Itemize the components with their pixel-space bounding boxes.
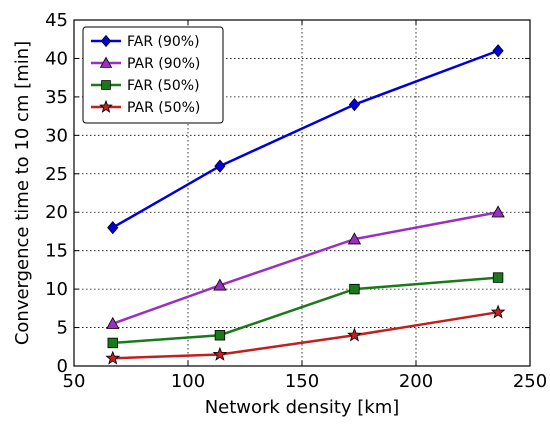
y-tick-label: 20	[45, 202, 68, 223]
data-point	[491, 205, 505, 218]
legend-item: FAR (50%)	[91, 78, 200, 94]
y-tick-label: 25	[45, 164, 68, 185]
series-1	[106, 205, 505, 329]
legend-marker	[99, 99, 113, 113]
y-tick-label: 35	[45, 87, 68, 108]
data-point	[107, 337, 118, 349]
legend-item: PAR (50%)	[91, 99, 200, 116]
series-line	[112, 210, 499, 325]
legend-label: PAR (90%)	[127, 56, 200, 72]
x-tick-label: 50	[63, 371, 86, 392]
series-line	[112, 276, 499, 345]
data-point	[214, 159, 226, 173]
data-point	[492, 272, 504, 283]
legend-label: FAR (50%)	[127, 78, 200, 94]
legend-marker	[101, 80, 111, 90]
series-layer	[105, 44, 506, 365]
y-tick-label: 0	[57, 356, 68, 377]
data-point	[347, 327, 362, 342]
data-point	[213, 278, 227, 291]
legend-item: PAR (90%)	[91, 56, 200, 72]
x-tick-label: 250	[513, 371, 547, 392]
legend-label: FAR (90%)	[127, 34, 200, 50]
data-point	[214, 330, 226, 341]
series-line	[112, 310, 499, 360]
data-point	[107, 220, 119, 235]
data-point	[106, 316, 120, 329]
data-point	[212, 346, 228, 361]
data-point	[490, 304, 506, 319]
x-tick-label: 100	[171, 371, 205, 392]
legend-label: PAR (50%)	[127, 100, 200, 116]
series-3	[105, 304, 506, 365]
y-axis-title: Convergence time to 10 cm [min]	[12, 41, 33, 345]
data-point	[492, 44, 504, 58]
data-point	[347, 232, 362, 245]
y-tick-label: 5	[57, 318, 68, 339]
y-tick-label: 30	[45, 125, 68, 146]
series-line	[112, 49, 499, 229]
x-tick-label: 150	[285, 371, 319, 392]
series-0	[107, 44, 504, 235]
axis-ticks: 50 100 150 200 250 0 5 10 15 20 25 30 35 40 45	[45, 10, 547, 392]
series-2	[107, 272, 504, 349]
legend: FAR (90%) PAR (90%) FAR (50%) PAR (50%)	[82, 26, 224, 124]
legend-marker	[99, 56, 113, 68]
y-tick-label: 45	[45, 10, 68, 31]
data-point	[105, 350, 121, 365]
y-tick-label: 15	[45, 241, 68, 262]
legend-item: FAR (90%)	[91, 34, 200, 50]
x-axis-title: Network density [km]	[205, 397, 400, 418]
x-tick-label: 200	[399, 371, 433, 392]
plot-frame	[73, 19, 531, 367]
legend-marker	[100, 34, 112, 48]
y-tick-label: 40	[45, 48, 68, 69]
y-tick-label: 10	[45, 279, 68, 300]
data-point	[349, 283, 360, 295]
data-point	[348, 97, 361, 112]
legend-box	[82, 26, 224, 124]
